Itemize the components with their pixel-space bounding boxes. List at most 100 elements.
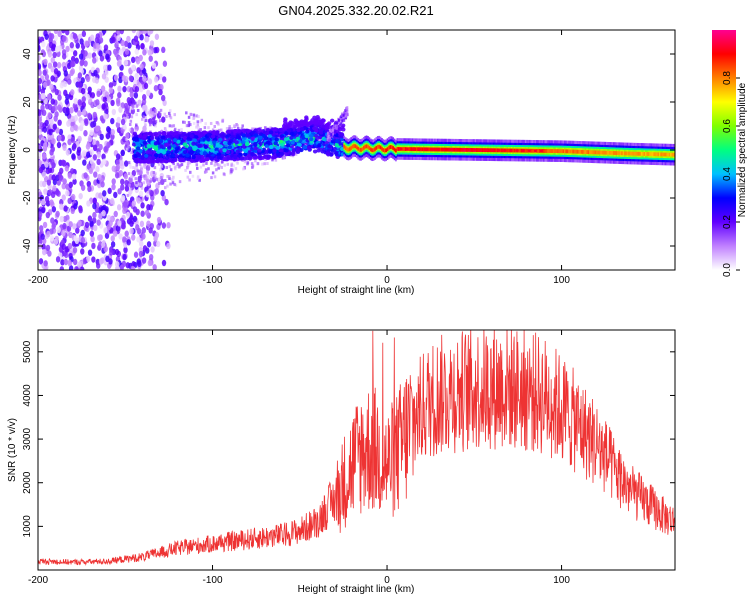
heat-cell bbox=[253, 133, 259, 138]
heat-cell bbox=[112, 225, 117, 232]
heat-cell bbox=[269, 126, 272, 130]
heat-cell bbox=[95, 33, 100, 40]
heat-cell bbox=[199, 150, 204, 155]
heat-cell bbox=[227, 141, 232, 146]
heat-cell bbox=[117, 188, 122, 195]
heat-cell bbox=[144, 116, 147, 120]
heat-cell bbox=[136, 153, 142, 158]
heat-cell bbox=[38, 38, 41, 45]
heat-cell bbox=[286, 122, 291, 127]
heat-cell bbox=[197, 126, 200, 130]
heat-cell bbox=[147, 49, 153, 56]
heat-cell bbox=[321, 124, 326, 129]
heat-cell bbox=[156, 216, 162, 224]
heat-cell bbox=[44, 161, 49, 168]
heat-cell bbox=[68, 231, 73, 239]
heat-cell bbox=[128, 122, 132, 126]
heat-cell bbox=[140, 167, 144, 171]
heat-cell bbox=[53, 30, 59, 35]
heat-cell bbox=[388, 145, 390, 150]
heat-cell bbox=[160, 189, 165, 197]
heat-cell bbox=[570, 149, 573, 154]
heat-cell bbox=[72, 50, 78, 57]
heat-cell bbox=[129, 175, 133, 179]
heat-cell bbox=[77, 81, 82, 88]
heat-cell bbox=[393, 147, 396, 152]
heat-cell bbox=[129, 187, 132, 191]
heat-cell bbox=[135, 208, 140, 216]
heat-cell bbox=[133, 251, 139, 258]
heat-cell bbox=[161, 222, 167, 229]
heat-cell bbox=[74, 57, 79, 64]
heat-cell bbox=[77, 261, 82, 268]
heat-cell bbox=[43, 142, 48, 149]
heat-cell bbox=[101, 73, 107, 80]
heat-cell bbox=[186, 164, 190, 168]
heat-cell bbox=[158, 88, 163, 96]
heat-cell bbox=[83, 50, 88, 57]
heat-cell bbox=[146, 171, 150, 175]
heat-cell bbox=[215, 143, 221, 148]
heat-cell bbox=[133, 92, 139, 99]
heat-cell bbox=[278, 128, 284, 133]
heat-cell bbox=[53, 68, 59, 75]
heat-cell bbox=[47, 51, 53, 58]
heat-cell bbox=[101, 103, 106, 110]
heat-cell bbox=[52, 61, 58, 68]
heat-cell bbox=[41, 41, 46, 48]
heat-cell bbox=[299, 123, 304, 128]
heat-cell bbox=[160, 135, 166, 140]
heat-cell bbox=[320, 149, 325, 154]
heat-cell bbox=[183, 120, 186, 124]
heat-cell bbox=[186, 165, 189, 169]
heat-cell bbox=[210, 161, 213, 165]
heat-cell bbox=[312, 149, 318, 154]
heat-cell bbox=[70, 89, 75, 96]
heat-cell bbox=[108, 82, 114, 89]
heat-cell bbox=[158, 181, 161, 185]
heat-cell bbox=[80, 248, 85, 255]
heat-cell bbox=[123, 173, 129, 180]
heat-cell bbox=[63, 89, 68, 97]
heat-cell bbox=[149, 136, 155, 141]
heat-cell bbox=[182, 142, 188, 147]
heat-cell bbox=[228, 125, 231, 129]
heat-cell bbox=[65, 189, 70, 197]
heat-cell bbox=[286, 143, 291, 148]
heat-cell bbox=[559, 149, 562, 154]
heat-cell bbox=[38, 54, 41, 62]
heat-cell bbox=[125, 137, 128, 141]
heat-cell bbox=[141, 227, 147, 234]
heat-cell bbox=[211, 171, 215, 175]
heat-cell bbox=[469, 148, 471, 152]
heat-cell bbox=[137, 260, 142, 268]
heat-cell bbox=[141, 257, 147, 264]
heat-cell bbox=[64, 246, 70, 253]
heat-cell bbox=[72, 258, 78, 266]
heat-cell bbox=[343, 144, 346, 149]
heat-cell bbox=[128, 162, 132, 166]
heat-cell bbox=[189, 123, 192, 127]
heat-cell bbox=[501, 148, 503, 153]
heat-cell bbox=[241, 133, 246, 138]
heat-cell bbox=[49, 149, 54, 156]
heat-cell bbox=[150, 246, 155, 253]
heat-cell bbox=[71, 173, 77, 180]
heat-cell bbox=[499, 148, 502, 153]
heat-cell bbox=[304, 134, 310, 139]
heat-cell bbox=[59, 203, 64, 210]
heat-cell bbox=[143, 82, 149, 90]
heat-cell bbox=[38, 159, 43, 167]
chart-title: GN04.2025.332.20.02.R21 bbox=[278, 3, 433, 18]
heat-cell bbox=[61, 194, 66, 201]
heat-cell bbox=[128, 112, 132, 116]
heat-cell bbox=[163, 142, 169, 147]
heat-cell bbox=[242, 152, 248, 157]
heat-cell bbox=[196, 120, 200, 124]
heat-cell bbox=[96, 219, 101, 226]
heat-cell bbox=[82, 258, 87, 265]
heat-cell bbox=[56, 141, 62, 149]
heat-cell bbox=[354, 144, 357, 149]
heat-cell bbox=[277, 140, 280, 144]
heat-cell bbox=[43, 58, 48, 66]
